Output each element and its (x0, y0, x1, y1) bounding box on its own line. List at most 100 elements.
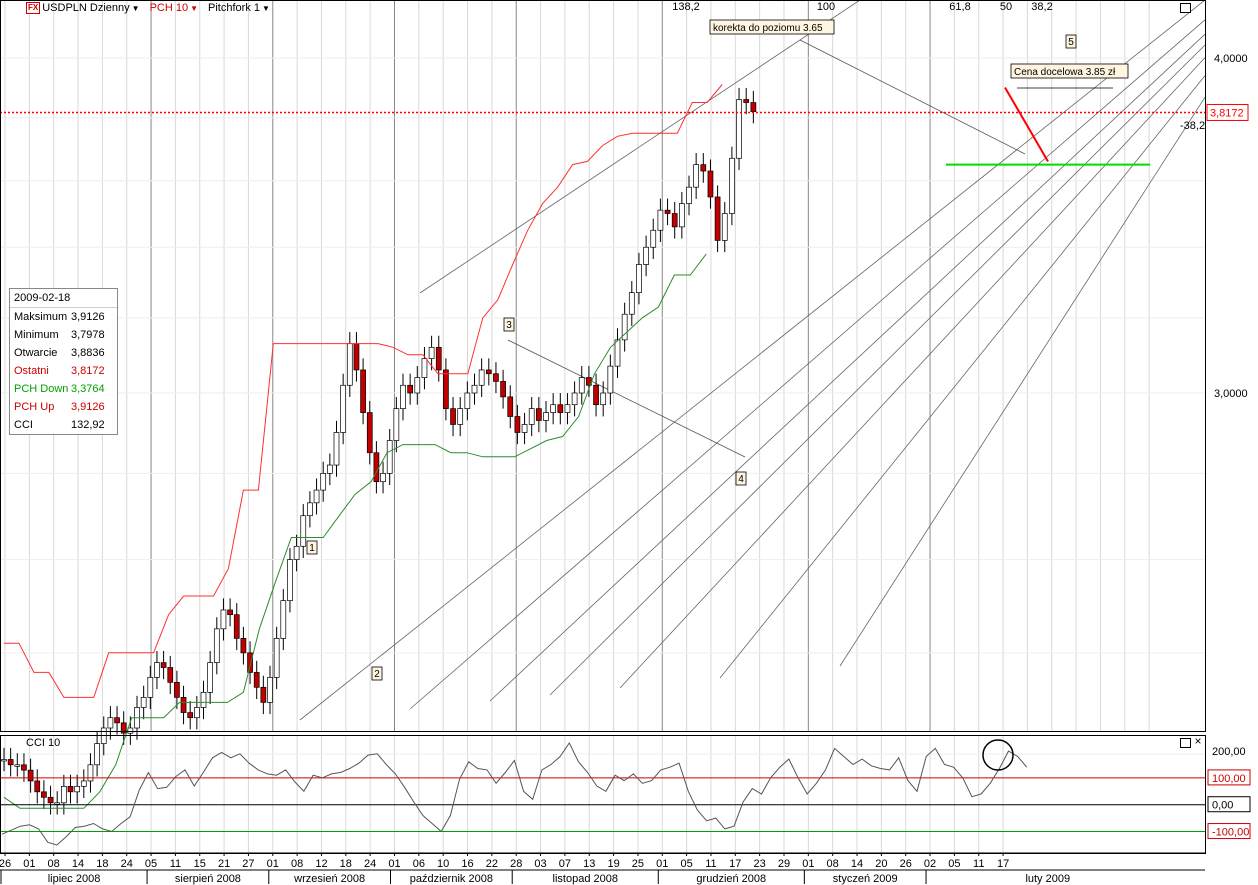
cci-tick-box (1207, 769, 1251, 786)
x-day-label: 07 (559, 858, 571, 870)
x-day-label: 01 (802, 858, 814, 870)
x-day-label: 01 (267, 858, 279, 870)
candle-body (414, 377, 421, 394)
candle-body (657, 209, 664, 231)
candle-body (187, 712, 194, 719)
candle-body (373, 452, 380, 483)
candle-body (493, 373, 499, 382)
x-month-label: listopad 2008 (553, 873, 618, 885)
candle-body (650, 229, 657, 248)
candle-body (636, 264, 642, 293)
candle-body (721, 213, 728, 241)
last-price-label: 3,8172 (1210, 107, 1244, 119)
pch-down-line (3, 253, 707, 809)
candle-body (307, 502, 313, 517)
x-day-label: 11 (705, 858, 716, 870)
infobox-row: CCI 132,92 (10, 416, 117, 434)
x-day-label: 14 (851, 858, 863, 870)
chevron-down-icon[interactable]: ▼ (131, 3, 140, 13)
candle-body (167, 667, 174, 683)
indicator-pch-selector[interactable]: PCH 10 ▼ (150, 2, 198, 14)
candle-body (207, 662, 213, 693)
candle-body (550, 404, 557, 413)
x-day-label: 28 (510, 858, 522, 870)
candle-body (678, 203, 685, 228)
x-day-label: 24 (121, 858, 133, 870)
symbol-selector[interactable]: FX USDPLN Dzienny ▼ (26, 2, 140, 14)
wave-label: 3 (506, 320, 512, 331)
pitchfork-median (419, 0, 861, 294)
annotation-box (1010, 63, 1129, 79)
infobox-date: 2009-02-18 (10, 289, 117, 308)
last-price-box (1206, 103, 1249, 121)
candle-body (353, 343, 360, 371)
cci-panel-frame (0, 735, 1206, 854)
candle-body (366, 412, 373, 454)
candle-body (643, 246, 649, 265)
infobox-row-value: 3,8172 (71, 365, 105, 377)
wave-label: 4 (738, 474, 744, 485)
candle-body (686, 186, 692, 204)
infobox-row-value: 3,3764 (71, 383, 105, 395)
candle-body (140, 697, 147, 708)
candle-body (700, 164, 707, 172)
pitchfork-line (489, 33, 1206, 702)
candle-body (514, 416, 521, 433)
x-month-label: sierpień 2008 (175, 873, 241, 885)
candle-body (220, 609, 227, 630)
infobox-row-label: Ostatni (14, 365, 49, 377)
cci-tick-label: 200,00 (1212, 746, 1246, 758)
annotation-box (709, 19, 835, 35)
fx-icon: FX (26, 2, 41, 14)
indicator-pitchfork-selector[interactable]: Pitchfork 1 ▼ (208, 2, 270, 14)
candle-body (380, 472, 386, 483)
x-day-label: 01 (388, 858, 400, 870)
candle-body (346, 343, 353, 386)
candle-body (253, 672, 260, 688)
chevron-down-icon[interactable]: ▼ (262, 3, 270, 13)
candle-body (671, 213, 678, 228)
candle-body (729, 157, 735, 214)
y-tick-label: 4,0000 (1214, 53, 1248, 65)
infobox-row-label: Minimum (14, 329, 59, 341)
pitchfork-line (719, 75, 1206, 679)
x-day-label: 27 (242, 858, 254, 870)
indicator-pitchfork-label: Pitchfork 1 (208, 2, 260, 14)
candle-body (360, 369, 366, 413)
wave-label: 2 (374, 669, 380, 680)
maximize-price-panel-button[interactable] (1180, 3, 1191, 13)
infobox-row: Ostatni 3,8172 (10, 362, 117, 380)
x-day-label: 05 (680, 858, 692, 870)
x-month-label: październik 2008 (410, 873, 493, 885)
candle-body (27, 769, 34, 782)
trend-line (507, 339, 746, 458)
wave-label: 5 (1068, 37, 1074, 48)
candle-body (67, 786, 74, 793)
cci-tick-label: 0,00 (1212, 800, 1233, 812)
maximize-cci-panel-button[interactable] (1180, 738, 1191, 748)
candle-body (750, 102, 757, 112)
candle-body (87, 764, 94, 782)
chevron-down-icon[interactable]: ▼ (190, 3, 199, 13)
x-day-label: 06 (413, 858, 425, 870)
candle-body (421, 358, 428, 378)
candle-body (21, 764, 27, 771)
x-day-label: 01 (656, 858, 668, 870)
price-series (1, 84, 757, 815)
x-day-label: 26 (0, 858, 11, 870)
close-cci-panel-button[interactable]: × (1193, 734, 1203, 748)
candle-body (485, 369, 492, 375)
cci-highlight-circle (982, 739, 1014, 771)
candle-body (614, 339, 621, 367)
wave-label-box (735, 471, 747, 486)
x-month-label: wrzesień 2008 (293, 873, 365, 885)
x-day-label: 01 (23, 858, 35, 870)
x-day-label: 08 (48, 858, 60, 870)
fib-level-label: 50 (1000, 1, 1012, 13)
pitchfork-line (619, 57, 1206, 689)
candle-body (621, 313, 628, 341)
candle-body (435, 346, 442, 371)
candle-body (107, 717, 114, 729)
candle-body (260, 686, 267, 703)
